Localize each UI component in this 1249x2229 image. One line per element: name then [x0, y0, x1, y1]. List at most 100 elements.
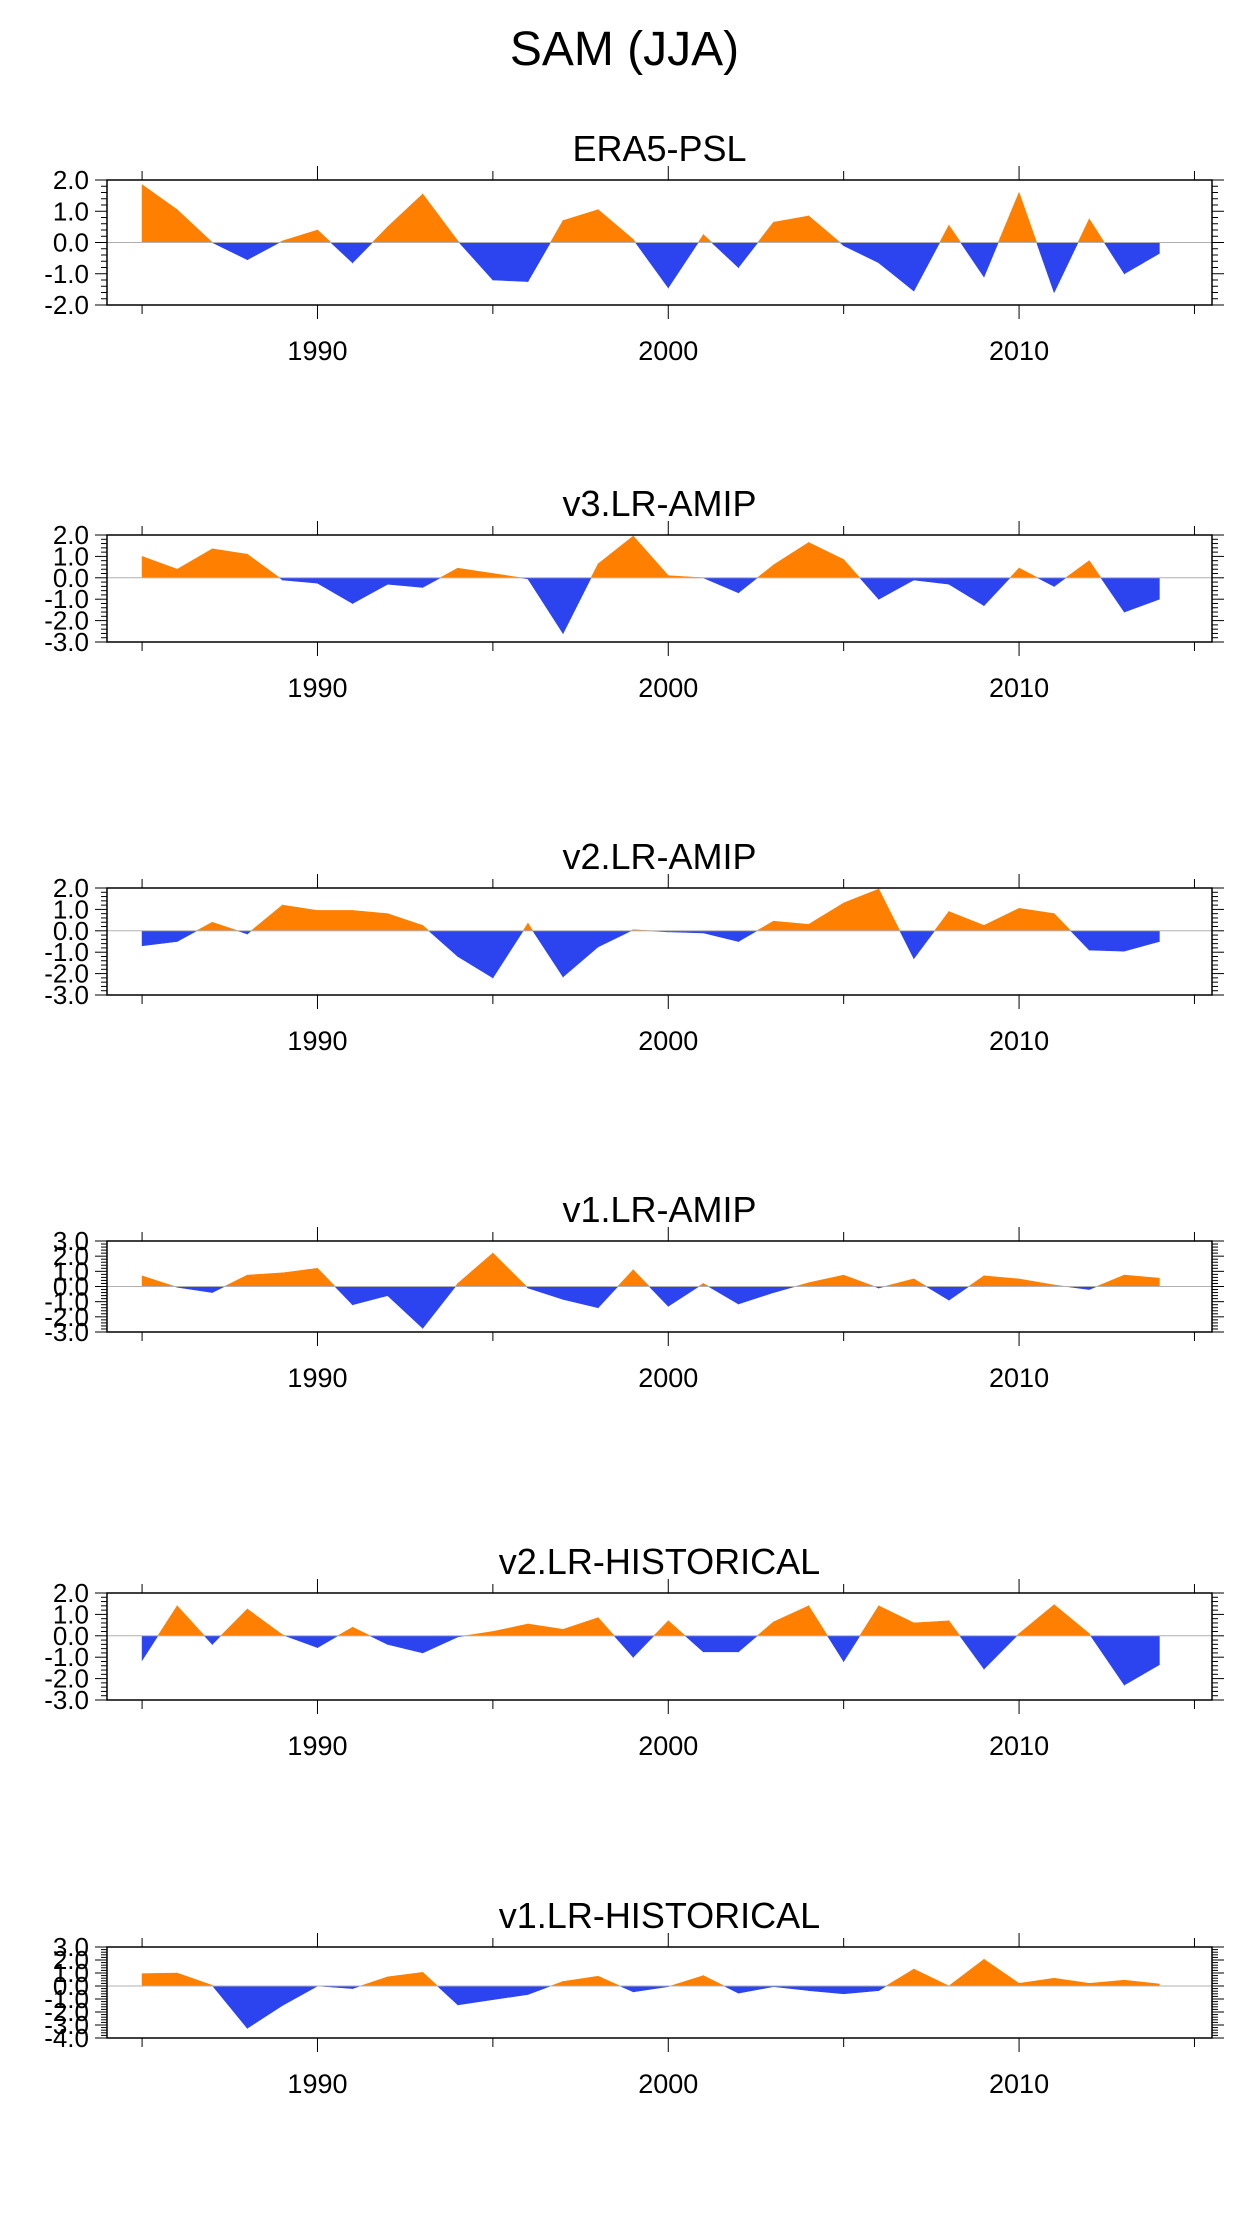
y-tick-label: 2.0	[53, 520, 89, 550]
negative-area	[317, 1635, 339, 1649]
x-tick-label: 2010	[989, 336, 1049, 366]
negative-area	[913, 930, 936, 960]
negative-area	[648, 1286, 669, 1307]
positive-area	[697, 233, 704, 243]
positive-area	[1053, 1977, 1090, 1987]
positive-area	[703, 1975, 725, 1987]
y-tick-label: 0.0	[53, 563, 89, 593]
panel-title: v2.LR-AMIP	[562, 836, 756, 877]
y-tick-label: 1.0	[53, 1958, 89, 1988]
negative-area	[422, 1286, 457, 1330]
positive-area	[224, 1274, 248, 1287]
negative-area	[738, 1286, 774, 1305]
y-tick-label: 0.0	[53, 228, 89, 258]
positive-area	[795, 1282, 809, 1287]
plot-frame	[106, 1592, 1213, 1701]
positive-area	[597, 209, 634, 243]
negative-area	[632, 1985, 669, 1993]
positive-area	[773, 920, 809, 932]
positive-area	[250, 904, 283, 932]
y-tick-label: 0.0	[53, 916, 89, 946]
positive-area	[756, 1621, 774, 1637]
x-tick-label: 2000	[638, 2069, 698, 2099]
y-tick-label: -3.0	[44, 2010, 89, 2040]
plot-frame	[106, 887, 1213, 996]
positive-area	[352, 1626, 371, 1637]
y-tick-label: 3.0	[53, 1226, 89, 1256]
negative-area	[247, 1985, 283, 2029]
negative-area	[738, 1985, 774, 1994]
panel-title: v2.LR-HISTORICAL	[499, 1541, 820, 1582]
y-tick-label: -2.0	[44, 1664, 89, 1694]
negative-area	[1069, 930, 1090, 951]
positive-area	[885, 1968, 915, 1987]
negative-area	[352, 242, 374, 264]
positive-area	[317, 1267, 336, 1287]
positive-area	[1088, 559, 1102, 579]
negative-area	[632, 1635, 655, 1658]
positive-area	[948, 224, 962, 243]
negative-area	[738, 577, 759, 594]
x-tick-label: 1990	[287, 1026, 347, 1056]
negative-area	[203, 1635, 213, 1646]
positive-area	[773, 215, 809, 243]
negative-area	[878, 242, 915, 292]
positive-area	[948, 1619, 961, 1637]
positive-area	[670, 1975, 704, 1987]
panel-3: v2.LR-AMIP 2.01.00.0-1.0-2.0-3.0 1990 2000 2…	[44, 836, 1224, 1056]
positive-area	[808, 215, 841, 243]
negative-area	[427, 930, 459, 958]
positive-area	[597, 1616, 615, 1637]
negative-area	[1124, 577, 1160, 613]
y-tick-label: 1.0	[53, 541, 89, 571]
panel-title: v3.LR-AMIP	[562, 483, 756, 524]
positive-area	[1018, 567, 1038, 579]
positive-area	[527, 922, 534, 932]
negative-area	[983, 1635, 1018, 1670]
negative-area	[899, 930, 915, 959]
negative-area	[773, 1286, 796, 1293]
positive-area	[457, 567, 494, 579]
positive-area	[808, 1604, 829, 1637]
positive-area	[492, 573, 521, 579]
negative-area	[703, 577, 739, 594]
negative-area	[634, 242, 669, 289]
positive-area	[492, 1252, 528, 1287]
negative-area	[619, 1985, 634, 1993]
x-tick-label: 1990	[287, 1731, 347, 1761]
positive-area	[176, 1605, 206, 1637]
positive-area	[211, 548, 248, 579]
negative-area	[317, 577, 353, 605]
positive-area	[527, 1623, 564, 1637]
negative-area	[738, 1635, 759, 1653]
positive-area	[948, 911, 985, 932]
y-tick-label: 2.0	[53, 1241, 89, 1271]
x-tick-label: 1990	[287, 336, 347, 366]
y-tick-label: 1.0	[53, 1256, 89, 1286]
y-tick-label: -2.0	[44, 959, 89, 989]
positive-area	[141, 1972, 178, 1987]
figure-title: SAM (JJA)	[509, 23, 740, 76]
y-tick-label: -3.0	[44, 1317, 89, 1347]
positive-area	[913, 1620, 950, 1637]
negative-area	[878, 1985, 888, 1992]
positive-area	[983, 1958, 1020, 1987]
positive-area	[703, 233, 713, 243]
x-tick-label: 2010	[989, 2069, 1049, 2099]
positive-area	[1077, 218, 1090, 243]
positive-area	[422, 924, 430, 932]
negative-area	[826, 1635, 844, 1663]
x-tick-label: 1990	[287, 1363, 347, 1393]
negative-area	[387, 577, 424, 588]
negative-area	[878, 577, 915, 600]
positive-area	[282, 1267, 318, 1287]
y-tick-label: 1.0	[53, 894, 89, 924]
negative-area	[387, 1286, 424, 1329]
negative-area	[808, 1985, 844, 1995]
negative-area	[948, 577, 985, 607]
negative-area	[959, 1635, 985, 1670]
y-tick-label: -2.0	[44, 606, 89, 636]
negative-area	[925, 1286, 950, 1301]
positive-area	[617, 1269, 634, 1287]
positive-area	[1053, 912, 1072, 932]
